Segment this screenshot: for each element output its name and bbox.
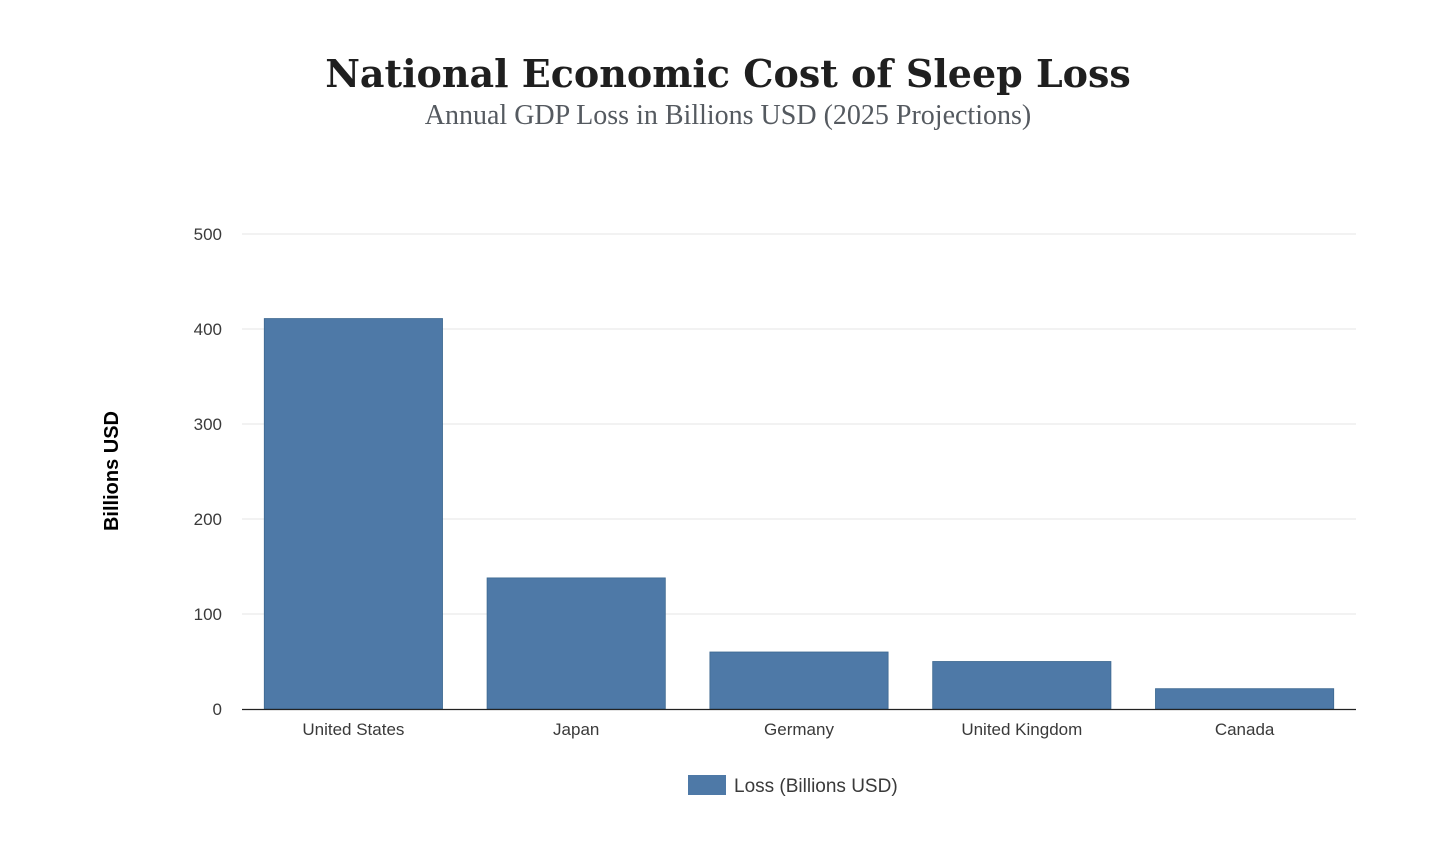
x-tick-label: Germany: [764, 720, 834, 739]
bar-united-kingdom: [932, 661, 1112, 710]
y-tick-label: 100: [194, 605, 222, 624]
y-tick-label: 500: [194, 225, 222, 244]
y-axis-label: Billions USD: [101, 411, 123, 531]
y-tick-label: 300: [194, 415, 222, 434]
bar-united-states: [263, 318, 443, 710]
bar-canada: [1155, 688, 1335, 710]
x-tick-label: United Kingdom: [961, 720, 1082, 739]
bars: [263, 318, 1335, 710]
x-tick-label: Canada: [1215, 720, 1275, 739]
chart-subtitle: Annual GDP Loss in Billions USD (2025 Pr…: [425, 100, 1031, 131]
legend-label: Loss (Billions USD): [734, 776, 898, 797]
x-axis-ticks: United States Japan Germany United Kingdom C…: [302, 720, 1275, 739]
legend-swatch: [688, 775, 726, 795]
y-tick-label: 200: [194, 510, 222, 529]
x-tick-label: Japan: [553, 720, 599, 739]
legend: Loss (Billions USD): [688, 775, 898, 797]
bar-germany: [709, 651, 889, 710]
chart-title: National Economic Cost of Sleep Loss: [325, 51, 1131, 96]
y-tick-label: 0: [213, 700, 222, 719]
y-axis-ticks: 0 100 200 300 400 500: [194, 225, 222, 719]
bar-japan: [486, 577, 666, 710]
x-tick-label: United States: [302, 720, 404, 739]
y-tick-label: 400: [194, 320, 222, 339]
